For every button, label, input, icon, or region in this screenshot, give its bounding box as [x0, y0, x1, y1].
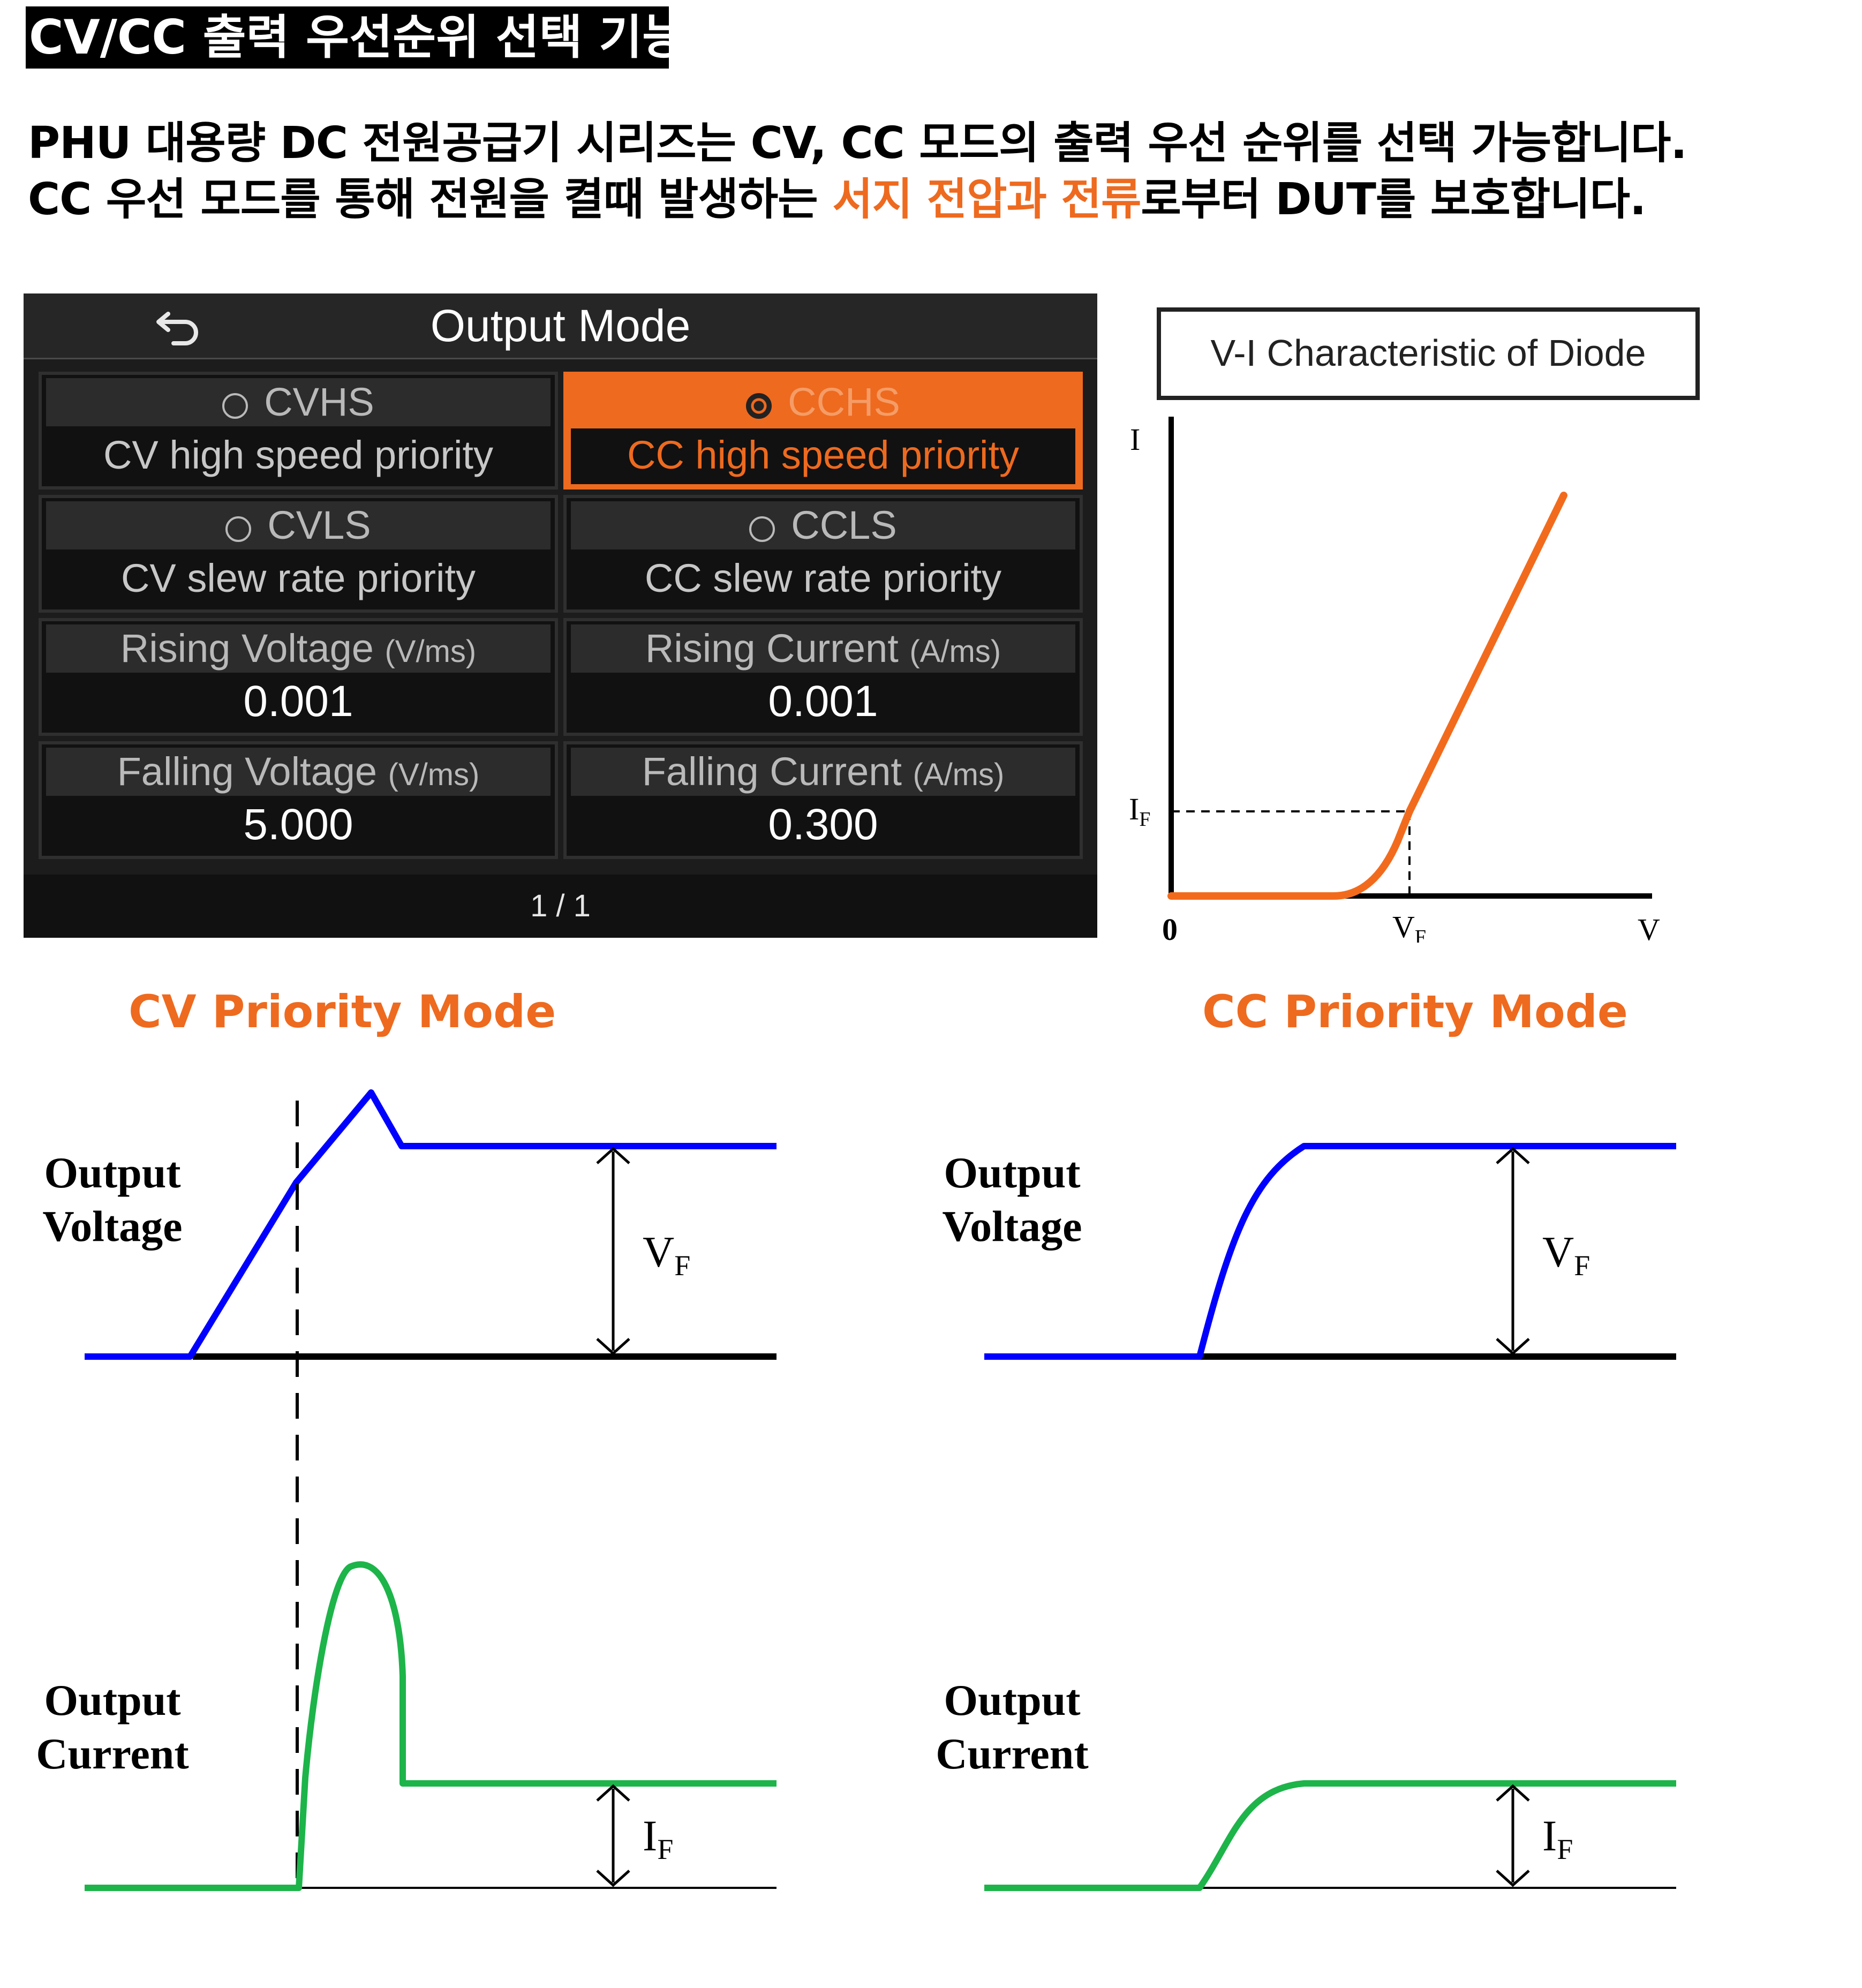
cv-waveform-diagram: VF IF: [85, 1089, 777, 1891]
cc-mode-title: CC Priority Mode: [1202, 985, 1628, 1038]
cc-vf-label: VF: [1542, 1228, 1590, 1282]
vi-y-label: I: [1130, 422, 1140, 457]
mode-code: CCLS: [791, 503, 897, 547]
mode-code-row: CVLS: [46, 501, 551, 549]
cv-voltage-wave: [85, 1089, 777, 1360]
mode-option-cchs[interactable]: CCHS CC high speed priority: [563, 372, 1083, 490]
cc-if-arrowheads: [1496, 1784, 1530, 1887]
setting-value: 0.300: [768, 800, 878, 849]
setting-label: Rising Current (A/ms): [571, 624, 1075, 673]
cv-voltage-label: Output Voltage: [16, 1146, 209, 1253]
cc-voltage-wave: [984, 1143, 1676, 1360]
mode-option-cvhs[interactable]: CVHS CV high speed priority: [39, 372, 558, 490]
setting-name: Falling Voltage: [117, 749, 378, 794]
cc-voltage-label: Output Voltage: [916, 1146, 1109, 1253]
cc-vf-arrowheads: [1496, 1147, 1530, 1356]
falling-current-setting[interactable]: Falling Current (A/ms) 0.300: [563, 741, 1083, 859]
panel-title: Output Mode: [430, 300, 691, 351]
rising-current-setting[interactable]: Rising Current (A/ms) 0.001: [563, 618, 1083, 736]
output-mode-panel: Output Mode CVHS CV high speed priority …: [24, 293, 1097, 938]
label-line: Output: [44, 1676, 181, 1725]
page-title: CV/CC 출력 우선순위 선택 기능: [26, 6, 685, 69]
setting-name: Falling Current: [642, 749, 902, 794]
setting-label: Falling Voltage (V/ms): [46, 748, 551, 796]
diode-curve: [1167, 492, 1567, 900]
mode-desc: CC high speed priority: [571, 428, 1075, 484]
mode-code-row: CCHS: [571, 378, 1075, 426]
setting-unit: (V/ms): [388, 757, 480, 792]
setting-unit: (A/ms): [913, 757, 1005, 792]
mode-code: CCHS: [788, 380, 900, 424]
intro-highlight: 서지 전압과 전류: [832, 174, 1141, 225]
label-line: Output: [944, 1676, 1081, 1725]
vi-title-box: [1157, 307, 1700, 400]
vi-vf-label: VF: [1392, 909, 1426, 943]
cv-current-wave: [85, 1561, 777, 1891]
cc-waveform-diagram: VF IF: [984, 1143, 1676, 1891]
intro-line-2-start: CC 우선 모드를 통해 전원을 켤때 발생하는: [28, 174, 833, 225]
intro-line-2-end: 로부터 DUT를 보호합니다.: [1141, 174, 1646, 225]
setting-value: 5.000: [243, 800, 353, 849]
cc-if-label: IF: [1542, 1811, 1573, 1865]
setting-unit: (A/ms): [909, 634, 1001, 669]
mode-code-row: CVHS: [46, 378, 551, 426]
cc-current-wave: [984, 1780, 1676, 1891]
panel-header: Output Mode: [24, 293, 1097, 359]
radio-selected-icon: [746, 393, 772, 419]
intro-line-2: CC 우선 모드를 통해 전원을 켤때 발생하는 서지 전압과 전류로부터 DU…: [28, 163, 1646, 227]
setting-name: Rising Voltage: [120, 626, 374, 671]
label-line: Voltage: [42, 1202, 183, 1251]
vi-characteristic-diagram: V-I Characteristic of Diode I V 0 IF VF: [1129, 307, 1700, 943]
setting-name: Rising Current: [645, 626, 899, 671]
vi-origin-label: 0: [1162, 912, 1178, 943]
cv-if-label: IF: [643, 1811, 673, 1865]
mode-desc: CC slew rate priority: [644, 556, 1002, 600]
falling-voltage-setting[interactable]: Falling Voltage (V/ms) 5.000: [39, 741, 558, 859]
label-line: Current: [936, 1729, 1089, 1778]
mode-desc: CV high speed priority: [103, 433, 494, 477]
cc-current-label: Output Current: [916, 1674, 1109, 1781]
setting-value: 0.001: [768, 677, 878, 726]
cv-mode-title: CV Priority Mode: [129, 985, 556, 1038]
cv-current-label: Output Current: [16, 1674, 209, 1781]
cv-vf-label: VF: [643, 1228, 690, 1282]
setting-label: Falling Current (A/ms): [571, 748, 1075, 796]
setting-unit: (V/ms): [385, 634, 477, 669]
mode-code: CVLS: [267, 503, 371, 547]
setting-value: 0.001: [243, 677, 353, 726]
mode-option-ccls[interactable]: CCLS CC slew rate priority: [563, 495, 1083, 613]
radio-off-icon: [225, 516, 252, 542]
mode-code: CVHS: [264, 380, 374, 424]
mode-option-cvls[interactable]: CVLS CV slew rate priority: [39, 495, 558, 613]
vi-x-label: V: [1638, 912, 1660, 943]
back-arrow-icon[interactable]: [152, 303, 206, 351]
cv-if-arrowheads: [596, 1784, 630, 1887]
label-line: Output: [944, 1148, 1081, 1197]
mode-desc: CV slew rate priority: [120, 556, 476, 600]
radio-off-icon: [749, 516, 775, 542]
rising-voltage-setting[interactable]: Rising Voltage (V/ms) 0.001: [39, 618, 558, 736]
mode-code-row: CCLS: [571, 501, 1075, 549]
vi-title: V-I Characteristic of Diode: [1210, 332, 1646, 374]
label-line: Voltage: [942, 1202, 1082, 1251]
cv-vf-arrowheads: [596, 1147, 630, 1356]
radio-off-icon: [222, 393, 248, 419]
intro-line-1: PHU 대용량 DC 전원공급기 시리즈는 CV, CC 모드의 출력 우선 순…: [28, 118, 1687, 169]
page-indicator: 1 / 1: [24, 875, 1097, 938]
setting-label: Rising Voltage (V/ms): [46, 624, 551, 673]
label-line: Output: [44, 1148, 181, 1197]
vi-if-label: IF: [1129, 792, 1150, 831]
label-line: Current: [36, 1729, 189, 1778]
